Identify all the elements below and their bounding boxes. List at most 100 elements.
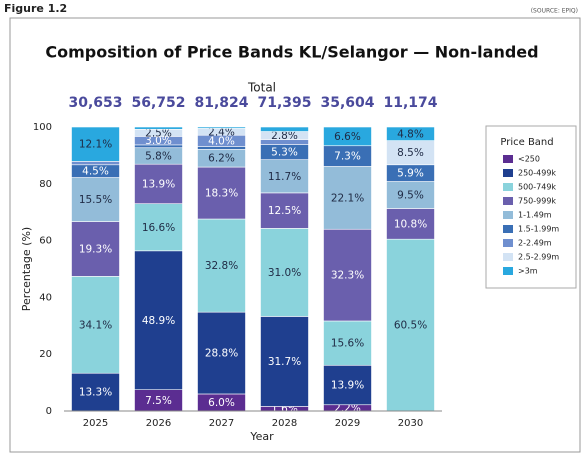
- data-label: 7.5%: [145, 395, 172, 407]
- bar-segment: [197, 218, 246, 313]
- bar-segment: [323, 126, 372, 147]
- bar-segment: [260, 192, 309, 229]
- totals-title: Total: [247, 81, 276, 95]
- legend-label: <250: [518, 155, 540, 164]
- data-label: 12.5%: [268, 205, 301, 217]
- y-tick-label: 40: [39, 292, 52, 303]
- data-label: 34.1%: [79, 319, 112, 331]
- data-label: 4.8%: [397, 128, 424, 140]
- bar-segment: [197, 126, 246, 129]
- data-label: 32.3%: [331, 270, 364, 282]
- source: (SOURCE: EPIQ): [531, 8, 578, 15]
- data-label: 7.3%: [334, 151, 361, 163]
- data-label: 2.4%: [208, 126, 235, 138]
- y-tick-label: 80: [39, 179, 52, 190]
- data-label: 32.8%: [205, 260, 238, 272]
- data-label: 2.5%: [145, 127, 172, 139]
- x-tick-label: 2030: [398, 418, 423, 429]
- bar-segment: [134, 250, 183, 391]
- bar-segment: [386, 208, 435, 240]
- data-label: 13.9%: [331, 380, 364, 392]
- legend-label: 750-999k: [518, 197, 556, 206]
- legend-label: 1-1.49m: [518, 211, 552, 220]
- data-label: 15.5%: [79, 194, 112, 206]
- bar-segment: [323, 364, 372, 406]
- data-label: 5.8%: [145, 150, 172, 162]
- data-label: 10.8%: [394, 218, 427, 230]
- y-tick-label: 20: [39, 349, 52, 360]
- x-axis-label: Year: [249, 430, 274, 443]
- data-label: 8.5%: [397, 147, 424, 159]
- data-label: 60.5%: [394, 320, 427, 332]
- bar-segment: [323, 228, 372, 322]
- x-tick-label: 2029: [335, 418, 360, 429]
- legend-swatch: [503, 225, 513, 233]
- bar-segment: [386, 238, 435, 412]
- y-tick-label: 0: [46, 406, 52, 417]
- legend-swatch: [503, 169, 513, 177]
- y-tick-label: 60: [39, 236, 52, 247]
- bar-segment: [260, 228, 309, 317]
- legend-box: [485, 125, 577, 289]
- legend-swatch: [503, 197, 513, 205]
- data-label: 22.1%: [331, 192, 364, 204]
- bar-segment: [71, 161, 120, 166]
- bar-segment: [71, 126, 120, 162]
- data-label: 4.5%: [82, 166, 109, 178]
- data-label: 48.9%: [142, 315, 175, 327]
- data-label: 6.0%: [208, 397, 235, 409]
- data-label: 3.0%: [145, 135, 172, 147]
- bar-segment: [134, 203, 183, 252]
- data-label: 31.7%: [268, 356, 301, 368]
- data-label: 5.3%: [271, 147, 298, 159]
- legend-label: 1.5-1.99m: [518, 225, 559, 234]
- legend-swatch: [503, 267, 513, 275]
- legend-label: 250-499k: [518, 169, 556, 178]
- legend-title: Price Band: [500, 137, 553, 148]
- data-label: 15.6%: [331, 338, 364, 350]
- data-label: 28.8%: [205, 348, 238, 360]
- bar-segment: [323, 166, 372, 230]
- data-label: 6.2%: [208, 153, 235, 165]
- y-tick-label: 100: [33, 122, 52, 133]
- data-label: 9.5%: [397, 190, 424, 202]
- figure-label: Figure 1.2: [4, 2, 67, 15]
- legend-swatch: [503, 183, 513, 191]
- data-label: 12.1%: [79, 139, 112, 151]
- bar-segment: [260, 126, 309, 132]
- data-label: 4.0%: [208, 135, 235, 147]
- legend-label: 2-2.49m: [518, 239, 552, 248]
- legend-swatch: [503, 155, 513, 163]
- data-label: 2.8%: [271, 130, 298, 142]
- x-tick-label: 2027: [209, 418, 234, 429]
- data-label: 13.3%: [79, 387, 112, 399]
- y-axis-label: Percentage (%): [20, 227, 33, 311]
- bar-segment: [386, 140, 435, 166]
- bar-segment: [71, 276, 120, 374]
- bar-segment: [260, 159, 309, 194]
- chart-title: Composition of Price Bands KL/Selangor —…: [45, 43, 538, 62]
- data-label: 5.9%: [397, 168, 424, 180]
- data-label: 13.9%: [142, 178, 175, 190]
- bar-segment: [134, 126, 183, 130]
- data-label: 19.3%: [79, 243, 112, 255]
- bar-segment: [71, 177, 120, 222]
- x-tick-label: 2026: [146, 418, 171, 429]
- bar-segment: [323, 320, 372, 366]
- data-label: 16.6%: [142, 222, 175, 234]
- bar-segment: [260, 316, 309, 407]
- total-label: 30,653: [68, 95, 122, 111]
- bar-segment: [197, 166, 246, 220]
- legend-label: 500-749k: [518, 183, 556, 192]
- total-label: 81,824: [194, 95, 248, 111]
- data-label: 18.3%: [205, 188, 238, 200]
- legend-swatch: [503, 239, 513, 247]
- data-label: 31.0%: [268, 267, 301, 279]
- bar-segment: [386, 126, 435, 141]
- x-tick-label: 2028: [272, 418, 297, 429]
- legend-label: >3m: [518, 267, 538, 276]
- x-tick-label: 2025: [83, 418, 108, 429]
- legend-label: 2.5-2.99m: [518, 253, 559, 262]
- total-label: 56,752: [131, 95, 185, 111]
